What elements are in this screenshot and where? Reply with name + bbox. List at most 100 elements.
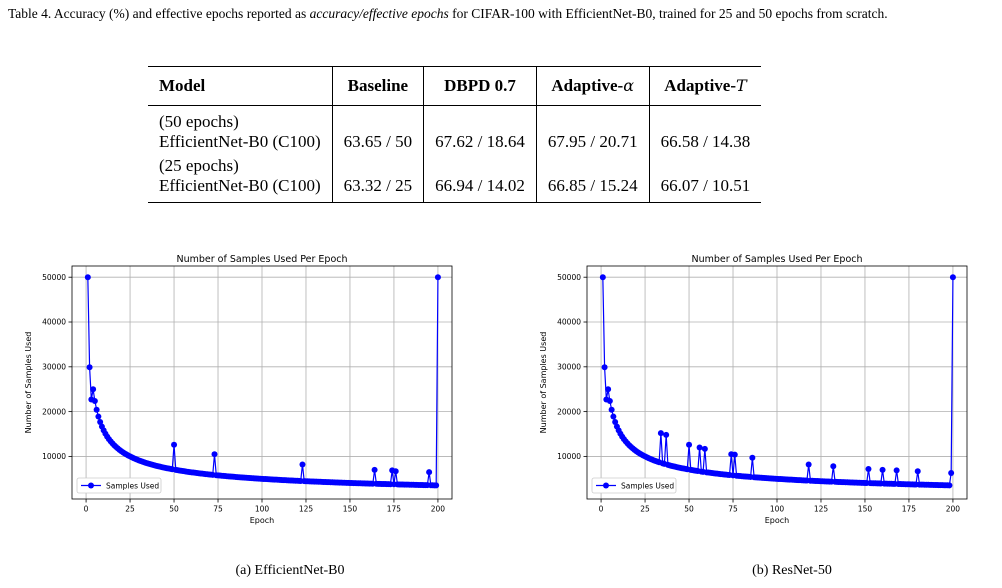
y-axis-label: Number of Samples Used — [24, 332, 33, 434]
data-point — [84, 274, 91, 281]
table-row: (50 epochs) EfficientNet-B0 (C100) 63.65 … — [148, 105, 761, 156]
chart-efficientnet: Number of Samples Used Per Epoch 0 25 50 75 1… — [24, 254, 453, 525]
data-point — [605, 386, 612, 393]
data-point — [606, 398, 613, 405]
data-point — [893, 467, 900, 474]
data-point — [211, 451, 218, 458]
data-point — [433, 482, 440, 489]
data-point — [610, 413, 617, 420]
legend-box — [591, 477, 677, 494]
y-tick-label: 50000 — [42, 273, 66, 282]
x-tick-label: 50 — [169, 505, 179, 514]
header-t-symbol: T — [736, 76, 747, 95]
x-axis-label: Epoch — [765, 516, 790, 525]
data-point — [948, 470, 955, 477]
results-table: Model Baseline DBPD 0.7 Adaptive-α Adapt… — [148, 66, 762, 203]
cell-epochs: (25 epochs) — [159, 156, 239, 175]
caption-prefix: Table 4. Accuracy (%) and effective epoc… — [8, 6, 310, 21]
data-point — [434, 274, 441, 281]
header-adaptive-alpha-prefix: Adaptive- — [551, 76, 624, 95]
data-point — [663, 431, 670, 438]
header-alpha-symbol: α — [623, 76, 634, 95]
subcaption-a: (a) EfficientNet-B0 — [235, 563, 345, 578]
cell-dbpd: 66.94 / 14.02 — [423, 156, 537, 203]
header-adaptive-alpha: Adaptive-α — [536, 66, 650, 106]
legend-marker — [603, 482, 609, 489]
y-tick-label: 30000 — [42, 363, 66, 372]
caption-suffix: for CIFAR-100 with EfficientNet-B0, trai… — [448, 6, 888, 21]
data-point — [171, 441, 178, 448]
y-tick-label: 40000 — [557, 318, 581, 327]
series-line-samples-used — [602, 277, 954, 486]
chart-title: Number of Samples Used Per Epoch — [177, 254, 348, 265]
cell-model: (50 epochs) EfficientNet-B0 (C100) — [148, 105, 333, 156]
x-tick-label: 175 — [387, 505, 402, 514]
legend-box — [76, 477, 162, 494]
data-point — [731, 451, 738, 458]
series-line-samples-used — [87, 277, 439, 486]
x-tick-label: 50 — [684, 505, 694, 514]
cell-model-name: EfficientNet-B0 (C100) — [159, 132, 321, 151]
data-point — [97, 419, 104, 426]
cell-epochs: (50 epochs) — [159, 112, 239, 131]
data-point — [371, 466, 378, 473]
x-tick-label: 125 — [299, 505, 314, 514]
x-tick-label: 0 — [84, 505, 89, 514]
plot-frame — [71, 265, 453, 500]
cell-dbpd: 67.62 / 18.64 — [423, 105, 537, 156]
cell-alpha: 66.85 / 15.24 — [536, 156, 650, 203]
cell-baseline: 63.32 / 25 — [332, 156, 425, 203]
plot-frame — [586, 265, 968, 500]
data-point — [601, 364, 608, 371]
data-point — [426, 469, 433, 476]
x-axis-label: Epoch — [250, 516, 275, 525]
data-point — [701, 445, 708, 452]
y-tick-label: 20000 — [42, 407, 66, 416]
data-point — [805, 461, 812, 468]
table-caption: Table 4. Accuracy (%) and effective epoc… — [8, 5, 998, 22]
cell-alpha: 67.95 / 20.71 — [536, 105, 650, 156]
data-point — [657, 430, 664, 437]
data-point — [949, 274, 956, 281]
x-tick-label: 125 — [814, 505, 829, 514]
cell-model: (25 epochs) EfficientNet-B0 (C100) — [148, 156, 333, 203]
x-tick-label: 25 — [125, 505, 135, 514]
data-point — [946, 482, 953, 489]
x-tick-label: 75 — [728, 505, 738, 514]
x-tick-label: 150 — [343, 505, 358, 514]
table-row: (25 epochs) EfficientNet-B0 (C100) 63.32 … — [148, 156, 761, 203]
chart-resnet: Number of Samples Used Per Epoch 0 25 50 75 1… — [539, 254, 968, 525]
data-point — [914, 468, 921, 475]
x-tick-label: 200 — [431, 505, 446, 514]
x-tick-label: 150 — [858, 505, 873, 514]
x-tick-label: 200 — [946, 505, 961, 514]
y-tick-label: 40000 — [42, 318, 66, 327]
data-point — [879, 466, 886, 473]
y-tick-label: 10000 — [557, 452, 581, 461]
header-dbpd: DBPD 0.7 — [423, 66, 537, 106]
y-tick-label: 10000 — [42, 452, 66, 461]
cell-t: 66.58 / 14.38 — [660, 132, 751, 151]
data-point — [392, 468, 399, 475]
data-point — [612, 419, 619, 426]
data-point — [749, 454, 756, 461]
data-point — [90, 386, 97, 393]
x-tick-label: 0 — [599, 505, 604, 514]
data-point — [696, 444, 703, 451]
y-tick-label: 30000 — [557, 363, 581, 372]
header-adaptive-t: Adaptive-T — [649, 66, 762, 106]
data-point — [830, 463, 837, 470]
data-point — [299, 461, 306, 468]
y-axis-label: Number of Samples Used — [539, 332, 548, 434]
legend-label: Samples Used — [621, 482, 674, 491]
data-point — [93, 406, 100, 413]
data-point — [86, 364, 93, 371]
subcaption-b: (b) ResNet-50 — [752, 563, 832, 578]
legend-label: Samples Used — [106, 482, 159, 491]
x-tick-label: 100 — [770, 505, 785, 514]
data-point — [91, 398, 98, 405]
x-tick-label: 100 — [255, 505, 270, 514]
data-point — [95, 413, 102, 420]
header-baseline: Baseline — [332, 66, 425, 106]
data-point — [599, 274, 606, 281]
